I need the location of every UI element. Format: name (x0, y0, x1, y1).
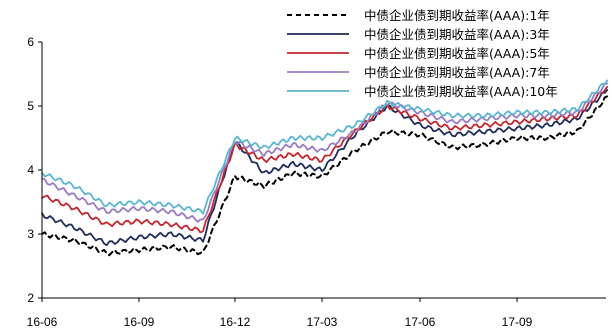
y-tick-label: 6 (27, 35, 34, 49)
x-tick-label: 16-09 (124, 315, 155, 329)
y-tick-label: 2 (27, 291, 34, 305)
x-tick-label: 17-06 (405, 315, 436, 329)
series-line-4 (41, 82, 609, 223)
legend: 中债企业债到期收益率(AAA):1年中债企业债到期收益率(AAA):3年中债企业… (287, 8, 558, 99)
x-tick-label: 16-12 (220, 315, 251, 329)
legend-label-4: 中债企业债到期收益率(AAA):7年 (364, 65, 550, 80)
series-line-1 (41, 95, 609, 257)
series-line-5 (41, 79, 609, 215)
x-tick-label: 17-03 (307, 315, 338, 329)
legend-label-2: 中债企业债到期收益率(AAA):3年 (364, 27, 550, 42)
series-lines (41, 79, 609, 257)
axes: 2 3 4 5 6 16-06 16-09 16-12 17-03 17-06 17-09 (27, 35, 606, 329)
series-line-3 (41, 85, 609, 234)
legend-label-1: 中债企业债到期收益率(AAA):1年 (364, 8, 550, 23)
y-tick-label: 4 (27, 163, 34, 177)
x-tick-label: 17-09 (502, 315, 533, 329)
legend-label-3: 中债企业债到期收益率(AAA):5年 (364, 46, 550, 61)
legend-label-5: 中债企业债到期收益率(AAA):10年 (364, 84, 558, 99)
series-line-2 (41, 89, 609, 247)
x-tick-label: 16-06 (27, 315, 58, 329)
y-tick-label: 5 (27, 99, 34, 113)
y-tick-label: 3 (27, 227, 34, 241)
